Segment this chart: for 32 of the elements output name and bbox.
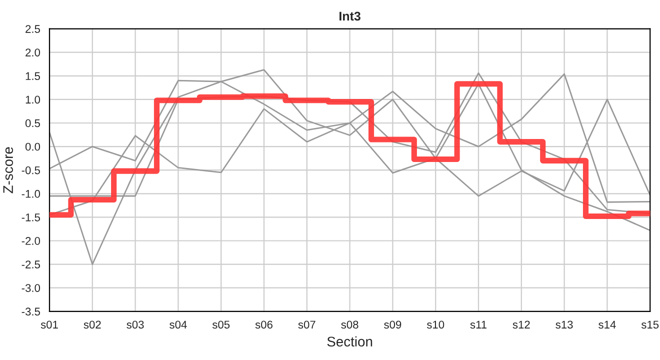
- y-tick-label: 2.5: [26, 25, 40, 33]
- y-tick-label: -2.5: [22, 260, 40, 268]
- y-axis-title: Z-score: [3, 147, 14, 194]
- y-tick-label: -1.0: [22, 190, 40, 198]
- y-tick-label: -0.5: [22, 166, 40, 174]
- x-tick-label: s03: [126, 320, 144, 329]
- x-tick-label: s15: [641, 320, 659, 329]
- y-tick-label: -2.0: [22, 237, 40, 245]
- y-tick-label: -1.5: [22, 214, 40, 222]
- x-tick-label: s11: [470, 320, 487, 329]
- y-tick-label: 1.5: [26, 72, 40, 80]
- x-tick-label: s01: [40, 320, 58, 329]
- x-tick-label: s06: [255, 320, 272, 329]
- x-tick-label: s07: [298, 320, 316, 329]
- x-tick-label: s09: [384, 320, 402, 329]
- y-tick-label: 1.0: [26, 96, 40, 104]
- y-tick-label: 0.0: [25, 142, 40, 151]
- line-series: [50, 69, 650, 265]
- x-tick-label: s04: [170, 320, 187, 329]
- x-tick-label: s13: [556, 320, 573, 329]
- y-tick-label: -3.0: [22, 284, 40, 292]
- x-tick-label: s05: [212, 320, 230, 329]
- x-tick-label: s08: [341, 320, 358, 329]
- y-tick-label: 2.0: [26, 48, 40, 56]
- x-tick-label: s12: [512, 320, 530, 329]
- x-axis-title: Section: [327, 336, 372, 347]
- y-tick-label: 0.5: [25, 119, 40, 128]
- chart-title: Int3: [340, 12, 360, 21]
- y-tick-label: -3.5: [22, 308, 40, 316]
- x-tick-label: s14: [598, 320, 616, 329]
- x-tick-label: s02: [84, 320, 101, 329]
- x-tick-label: s10: [426, 320, 444, 329]
